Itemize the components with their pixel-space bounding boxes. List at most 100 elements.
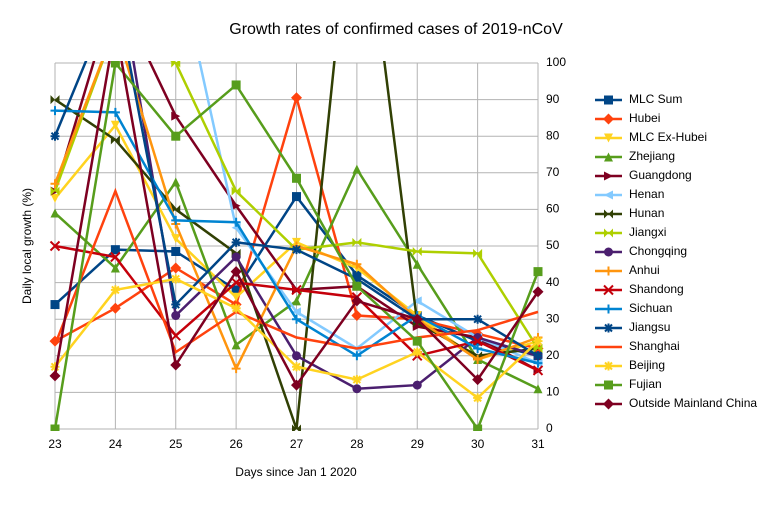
marker xyxy=(604,247,613,257)
marker xyxy=(292,192,301,202)
marker xyxy=(352,274,362,284)
marker xyxy=(473,248,483,258)
legend-label: MLC Sum xyxy=(629,92,682,106)
marker xyxy=(352,237,362,247)
marker xyxy=(532,286,544,298)
marker xyxy=(412,380,422,390)
marker xyxy=(603,284,614,296)
marker xyxy=(171,246,181,256)
x-tick-label: 23 xyxy=(48,437,62,451)
marker xyxy=(231,217,241,227)
marker xyxy=(171,61,181,68)
marker xyxy=(171,234,181,244)
marker xyxy=(50,131,60,141)
legend-label: MLC Ex-Hubei xyxy=(629,130,707,144)
marker xyxy=(604,304,613,314)
marker xyxy=(352,281,362,291)
marker xyxy=(604,266,613,276)
marker xyxy=(171,204,181,214)
marker xyxy=(291,379,302,391)
marker xyxy=(49,370,61,382)
marker xyxy=(412,347,422,357)
marker xyxy=(171,311,181,321)
marker xyxy=(50,193,60,203)
marker xyxy=(473,393,483,403)
marker xyxy=(110,245,120,255)
marker xyxy=(110,263,120,273)
marker xyxy=(352,384,362,394)
marker xyxy=(604,95,613,105)
marker xyxy=(473,354,483,364)
marker xyxy=(231,303,241,313)
chart-title: Growth rates of confirmed cases of 2019-… xyxy=(229,21,563,38)
marker xyxy=(171,215,181,225)
marker xyxy=(171,177,181,187)
marker xyxy=(604,380,613,390)
marker xyxy=(50,186,60,196)
plot-area xyxy=(49,22,544,431)
marker xyxy=(50,424,60,431)
x-tick-label: 28 xyxy=(350,437,364,451)
legend-label: Henan xyxy=(629,187,664,201)
marker xyxy=(533,351,543,361)
marker xyxy=(352,164,362,174)
marker xyxy=(292,307,301,317)
y-tick-label: 10 xyxy=(546,385,560,399)
marker xyxy=(110,61,120,68)
marker xyxy=(604,171,613,181)
y-tick-label: 30 xyxy=(546,311,560,325)
marker xyxy=(412,246,422,256)
marker xyxy=(51,40,60,49)
marker xyxy=(292,424,301,431)
marker xyxy=(231,237,241,247)
legend-label: Zhejiang xyxy=(629,149,675,163)
marker xyxy=(110,251,121,263)
marker xyxy=(291,284,302,296)
marker xyxy=(109,302,121,314)
x-axis-label: Days since Jan 1 2020 xyxy=(235,465,357,479)
marker xyxy=(291,92,302,104)
marker xyxy=(231,201,241,211)
y-tick-label: 0 xyxy=(546,421,553,435)
y-axis-label: Daily local growth (%) xyxy=(20,188,34,304)
y-tick-label: 100 xyxy=(546,55,566,69)
y-tick-label: 70 xyxy=(546,165,560,179)
marker xyxy=(111,22,120,31)
legend-label: Hunan xyxy=(629,206,664,220)
marker xyxy=(292,173,301,183)
legend: MLC Sum Hubei MLC Ex-Hubei Zhejiang Guangdon… xyxy=(595,92,757,410)
marker xyxy=(110,120,120,130)
legend-label: Outside Mainland China xyxy=(629,396,757,410)
marker xyxy=(110,107,120,117)
marker xyxy=(412,296,422,306)
marker xyxy=(231,80,241,90)
marker xyxy=(412,336,422,346)
x-tick-label: 30 xyxy=(471,437,485,451)
y-tick-label: 50 xyxy=(546,238,560,252)
x-tick-label: 24 xyxy=(109,437,123,451)
marker xyxy=(352,351,362,361)
legend-label: Hubei xyxy=(629,111,660,125)
marker xyxy=(604,133,613,143)
marker xyxy=(170,359,182,371)
marker xyxy=(110,285,120,295)
x-tick-label: 25 xyxy=(169,437,183,451)
marker xyxy=(111,22,120,31)
marker xyxy=(533,384,543,394)
legend-label: Jiangsu xyxy=(629,320,670,334)
marker xyxy=(411,313,423,325)
x-tick-label: 31 xyxy=(531,437,545,451)
y-tick-label: 90 xyxy=(546,92,560,106)
marker xyxy=(49,240,61,252)
marker xyxy=(351,310,363,322)
marker xyxy=(473,343,483,353)
y-tick-label: 20 xyxy=(546,348,560,362)
legend-label: Beijing xyxy=(629,358,665,372)
marker xyxy=(604,323,613,333)
marker xyxy=(604,152,613,162)
marker xyxy=(231,292,241,302)
marker xyxy=(171,131,181,141)
marker xyxy=(292,351,301,361)
marker xyxy=(412,259,422,269)
marker xyxy=(171,300,181,310)
